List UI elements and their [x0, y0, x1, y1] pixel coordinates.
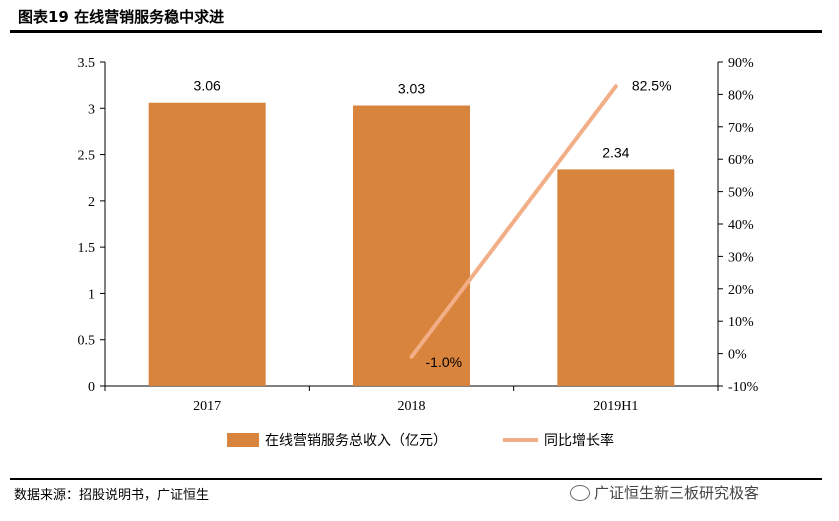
y-right-tick-label: 80%: [728, 88, 754, 103]
legend-label-growth: 同比增长率: [544, 432, 614, 449]
bottom-rule: [10, 478, 822, 480]
y-right-tick-label: 60%: [728, 153, 754, 168]
y-right-tick-label: -10%: [728, 380, 759, 395]
bar-data-label: 2.34: [602, 144, 629, 160]
bar-data-label: 3.06: [194, 78, 221, 94]
growth-rate-line: [409, 84, 618, 359]
bar-2019H1: [557, 169, 675, 386]
bar-data-label: 3.03: [398, 81, 425, 97]
line-data-label: 82.5%: [632, 77, 672, 93]
y-left-tick-label: 2: [88, 195, 95, 210]
legend-label-revenue: 在线营销服务总收入（亿元）: [265, 433, 447, 449]
y-right-tick-label: 20%: [728, 283, 754, 298]
bar-2017: [148, 102, 266, 386]
y-right-tick-label: 50%: [728, 186, 754, 201]
x-tick-label: 2018: [398, 399, 426, 414]
source-note: 数据来源：招股说明书，广证恒生: [14, 488, 210, 503]
y-left-tick-label: 1: [88, 287, 95, 302]
y-right-tick-label: 10%: [728, 315, 754, 330]
watermark: 广证恒生新三板研究极客: [570, 482, 759, 503]
legend-swatch-revenue: [227, 433, 259, 447]
line-data-label: -1.0%: [426, 354, 463, 370]
x-tick-label: 2019H1: [593, 399, 638, 414]
y-left-tick-label: 0.5: [78, 334, 96, 349]
y-left-tick-label: 3.5: [78, 56, 96, 71]
y-left-tick-label: 2.5: [78, 149, 96, 164]
y-right-tick-label: 70%: [728, 121, 754, 136]
y-left-tick-label: 3: [88, 102, 95, 117]
y-right-tick-label: 40%: [728, 218, 754, 233]
top-rule: [10, 30, 822, 33]
y-right-tick-label: 30%: [728, 250, 754, 265]
y-left-tick-label: 1.5: [78, 241, 96, 256]
figure-title: 图表19 在线营销服务稳中求进: [18, 8, 225, 26]
watermark-text: 广证恒生新三板研究极客: [594, 484, 760, 502]
y-left-tick-label: 0: [88, 380, 95, 395]
wechat-icon: [570, 484, 590, 501]
x-tick-label: 2017: [193, 399, 221, 414]
y-right-tick-label: 0%: [728, 348, 747, 363]
y-right-tick-label: 90%: [728, 56, 754, 71]
bar-2018: [353, 105, 470, 386]
